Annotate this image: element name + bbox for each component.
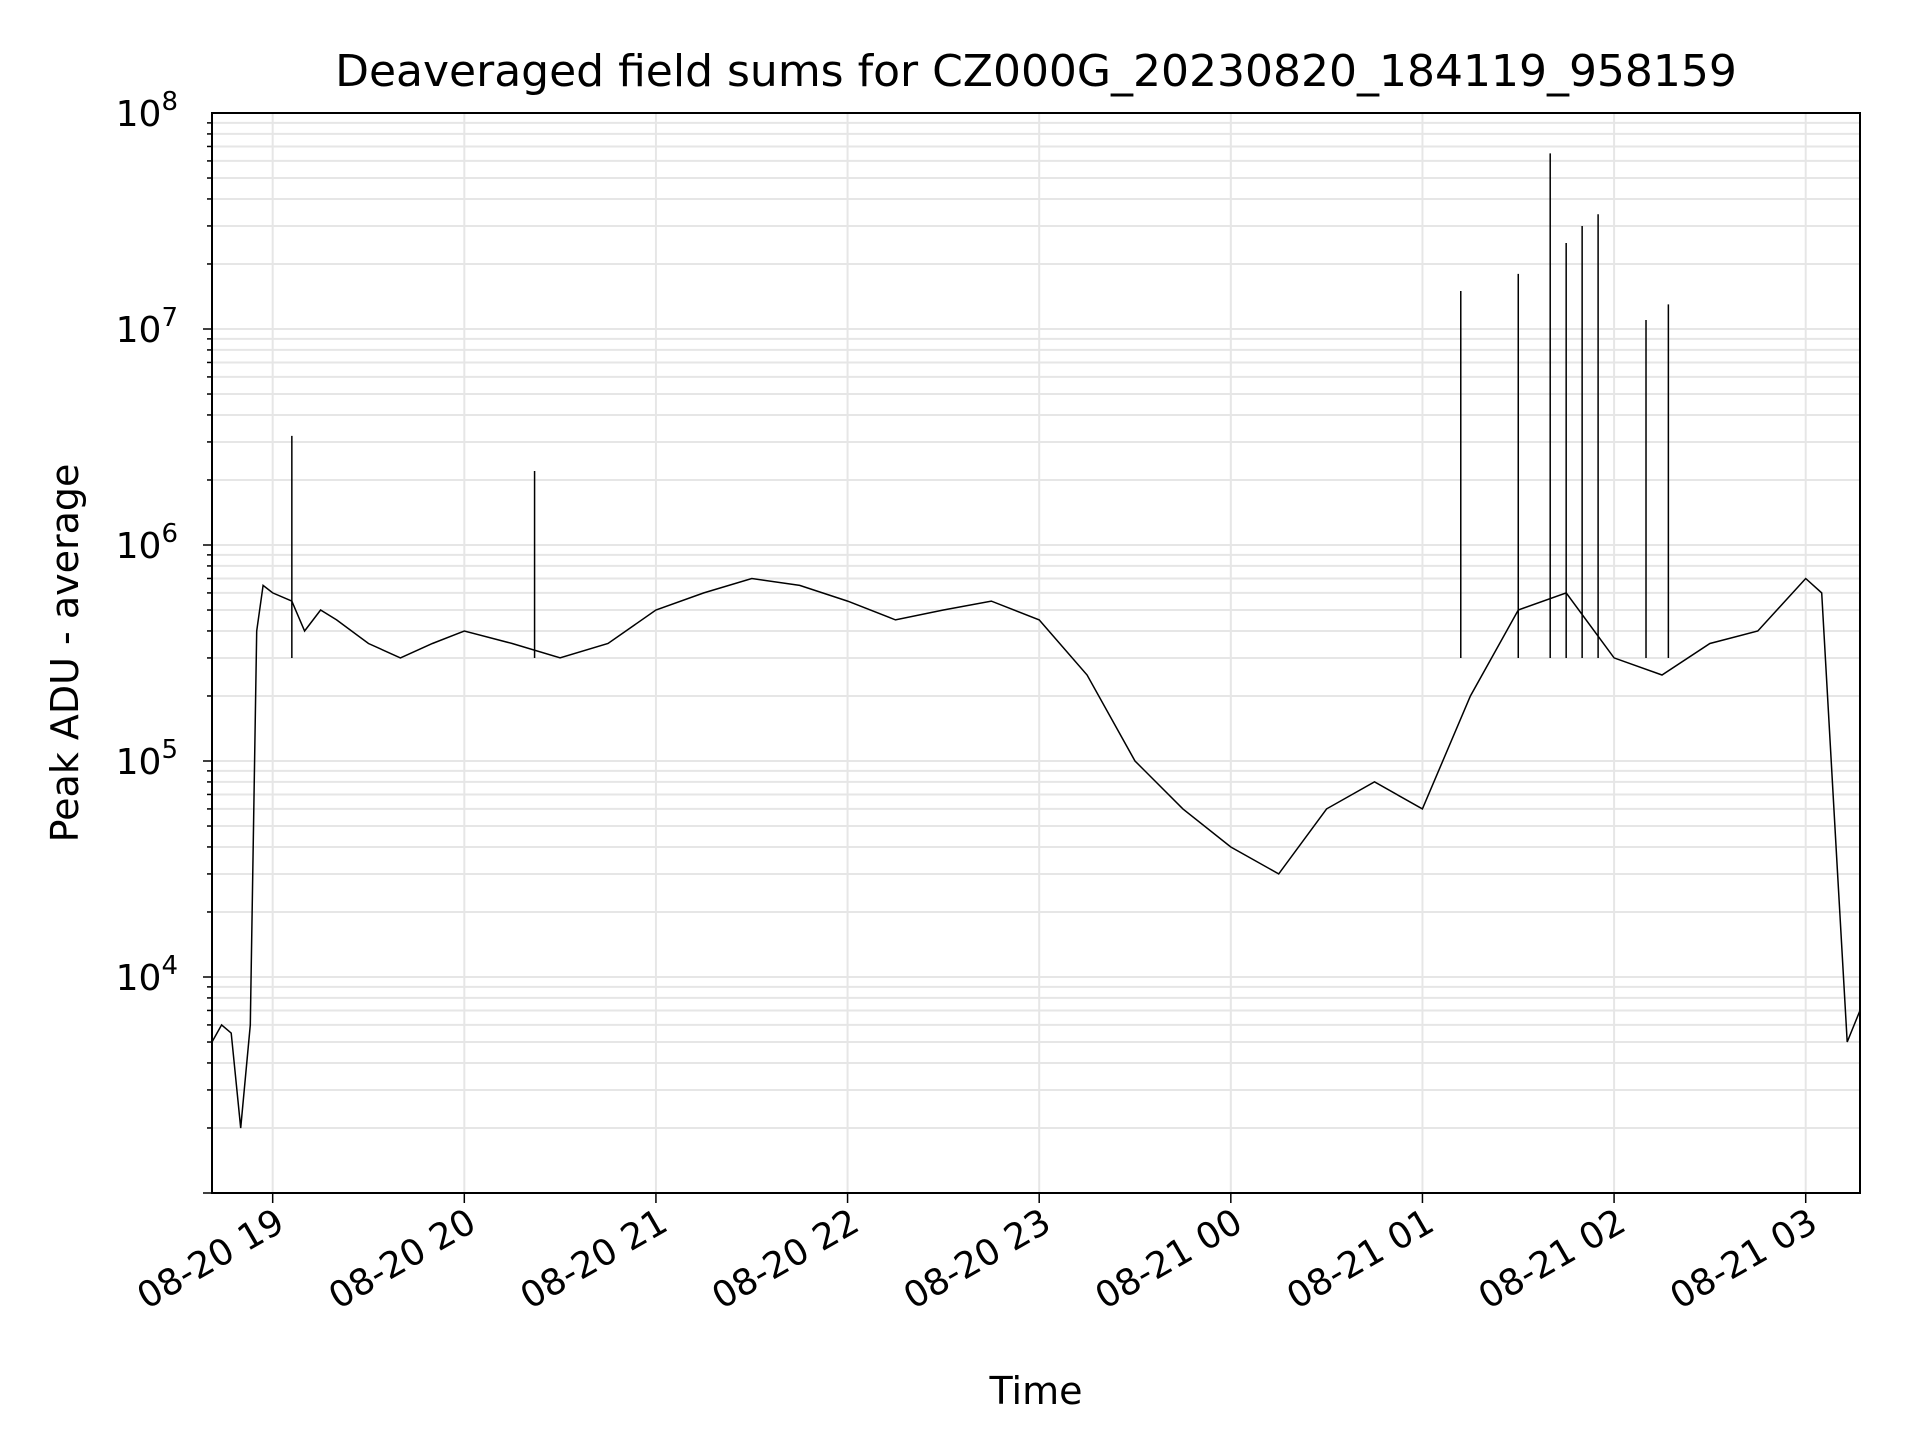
y-tick-label: 107 xyxy=(116,303,178,351)
y-axis-label: Peak ADU - average xyxy=(43,464,87,843)
y-tick-label: 105 xyxy=(116,735,178,783)
plot-frame xyxy=(211,112,1861,1194)
chart-title: Deaveraged field sums for CZ000G_2023082… xyxy=(335,46,1737,97)
series-line xyxy=(212,577,1860,1129)
grid xyxy=(212,113,1860,1194)
y-tick-label: 104 xyxy=(116,951,178,999)
x-axis-label: Time xyxy=(989,1369,1083,1413)
y-tick-label: 108 xyxy=(116,87,178,135)
y-tick-label: 106 xyxy=(116,519,178,567)
data-layer xyxy=(212,153,1860,1129)
